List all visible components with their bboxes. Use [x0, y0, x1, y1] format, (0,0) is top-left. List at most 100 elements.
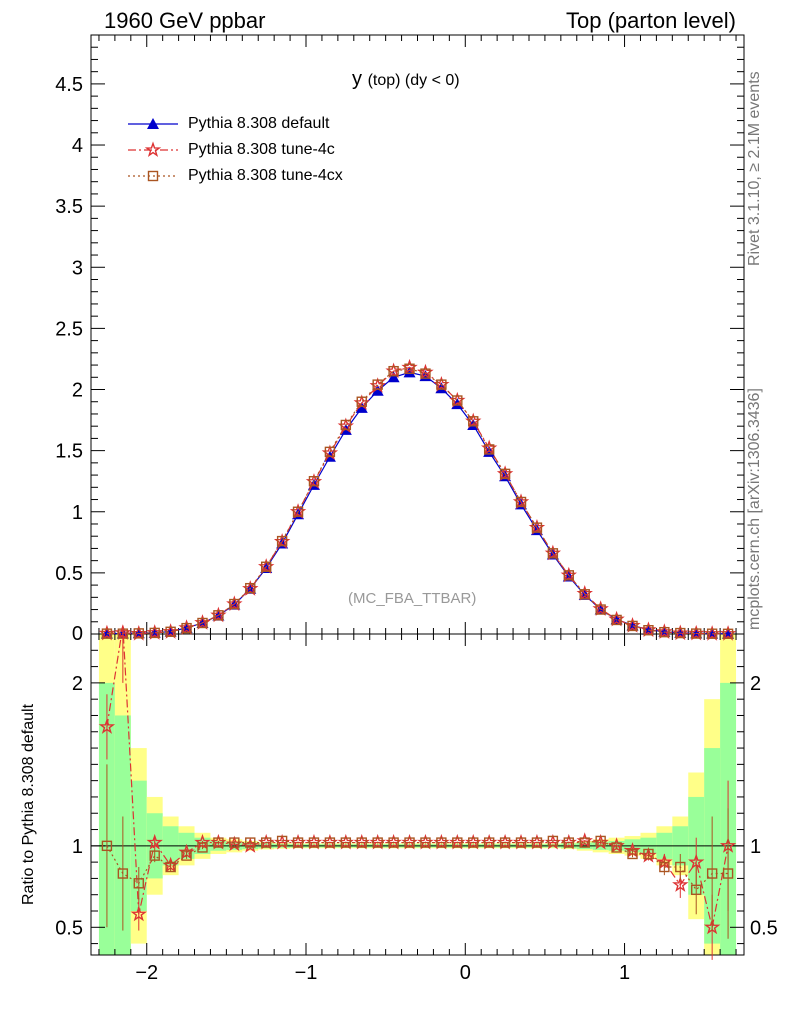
ratio-point-tune4cx: [276, 835, 288, 847]
ratio-series-tune4c: [98, 625, 737, 960]
ratio-y-tick-label-right: 1: [750, 836, 761, 858]
ratio-y-tick-label-left: 0.5: [55, 917, 83, 939]
legend-marker-tune4c: [144, 141, 162, 157]
ratio-point-tune4c: [146, 833, 163, 850]
data-point-tune4cx: [133, 628, 144, 639]
main-y-tick-label: 2: [72, 380, 83, 402]
data-point-default: [403, 366, 416, 378]
ratio-point-tune4cx: [722, 868, 734, 879]
ratio-x-tick-label: 0: [460, 962, 471, 984]
data-point-tune4cx: [499, 468, 511, 480]
data-point-tune4cx: [468, 416, 479, 427]
data-point-tune4cx: [101, 628, 113, 639]
ratio-point-tune4cx: [675, 861, 686, 873]
series-line-tune4c: [106, 366, 729, 635]
plot-title: y (top) (dy < 0): [352, 68, 460, 91]
ratio-point-tune4cx: [691, 884, 702, 896]
legend-label-tune4c: Pythia 8.308 tune-4c: [188, 141, 335, 158]
ratio-point-tune4cx: [579, 837, 590, 848]
ratio-frame: [90, 633, 745, 956]
ratio-point-tune4cx: [324, 837, 336, 848]
data-point-tune4cx: [627, 620, 638, 632]
ratio-point-tune4cx: [165, 861, 176, 873]
data-point-tune4cx: [452, 395, 463, 406]
ratio-point-tune4cx: [308, 837, 320, 848]
main-y-tick-label: 4: [72, 135, 83, 157]
ratio-point-tune4c: [130, 905, 147, 922]
data-point-tune4cx: [372, 379, 383, 390]
ratio-point-tune4cx: [531, 837, 543, 848]
data-point-tune4cx: [356, 396, 367, 407]
data-point-tune4cx: [611, 614, 622, 626]
data-point-tune4cx: [579, 589, 590, 600]
ratio-x-tick-label: −1: [295, 962, 318, 984]
ratio-point-tune4cx: [404, 837, 415, 848]
data-point-tune4cx: [515, 496, 527, 508]
data-point-default: [355, 401, 368, 413]
legend-label-tune4cx: Pythia 8.308 tune-4cx: [188, 167, 343, 184]
ratio-point-tune4cx: [515, 837, 527, 848]
ratio-point-tune4cx: [245, 837, 256, 848]
ratio-point-tune4cx: [627, 848, 638, 860]
rivet-label: Rivet 3.1.10, ≥ 2.1M events: [746, 71, 763, 266]
legend-label-default: Pythia 8.308 default: [188, 115, 330, 132]
header-right: Top (parton level): [566, 8, 736, 33]
ratio-point-tune4cx: [706, 868, 718, 879]
data-point-tune4cx: [691, 628, 702, 639]
data-point-tune4cx: [213, 610, 224, 621]
data-point-tune4cx: [563, 570, 575, 581]
data-point-tune4cx: [404, 363, 415, 374]
series-line-tune4cx: [106, 368, 729, 635]
ratio-point-tune4cx: [340, 837, 352, 848]
plot-title-sub: (top) (dy < 0): [367, 72, 460, 89]
data-point-tune4cx: [595, 604, 606, 615]
ratio-line-tune4cx: [106, 840, 729, 891]
data-point-tune4cx: [260, 561, 272, 572]
data-point-tune4cx: [181, 622, 192, 634]
ticks: [91, 35, 744, 955]
data-point-tune4cx: [388, 365, 399, 377]
data-point-tune4cx: [340, 419, 352, 431]
ratio-point-tune4cx: [181, 850, 192, 861]
data-point-tune4cx: [675, 627, 686, 639]
data-point-tune4cx: [547, 548, 559, 559]
ratio-point-tune4cx: [101, 840, 113, 852]
ratio-point-tune4cx: [643, 848, 654, 860]
uncertainty-bands: [98, 634, 737, 955]
header-left: 1960 GeV ppbar: [104, 8, 266, 33]
ratio-point-tune4cx: [229, 837, 240, 848]
ratio-point-tune4cx: [356, 837, 367, 848]
ratio-point-tune4cx: [659, 861, 670, 873]
ratio-point-tune4cx: [149, 850, 160, 861]
data-point-tune4cx: [292, 506, 304, 517]
data-point-tune4cx: [436, 379, 447, 390]
data-point-default: [387, 371, 400, 383]
ratio-point-tune4cx: [260, 837, 272, 848]
main-y-tick-label: 1: [72, 502, 83, 524]
legend-marker-tune4cx: [147, 170, 159, 182]
main-y-tick-label: 3.5: [55, 196, 83, 218]
data-point-tune4cx: [722, 628, 734, 639]
ratio-y-tick-label-left: 1: [72, 836, 83, 858]
ratio-point-tune4cx: [420, 837, 431, 848]
data-point-tune4cx: [531, 522, 543, 533]
ratio-y-tick-label-left: 2: [72, 673, 83, 695]
ratio-point-tune4cx: [611, 842, 622, 853]
data-point-tune4cx: [245, 582, 256, 594]
data-point-tune4cx: [706, 628, 718, 639]
ratio-series-tune4cx: [101, 764, 734, 939]
ratio-x-tick-label: −2: [135, 962, 158, 984]
ratio-x-tick-label: 1: [619, 962, 630, 984]
data-point-tune4cx: [165, 626, 176, 637]
ratio-point-tune4cx: [372, 837, 383, 848]
ratio-y-axis-label: Ratio to Pythia 8.308 default: [20, 703, 37, 905]
ratio-point-tune4cx: [213, 837, 224, 848]
data-point-tune4cx: [659, 626, 670, 638]
ratio-point-tune4c: [688, 853, 705, 870]
ratio-point-tune4cx: [499, 837, 511, 848]
data-point-tune4cx: [229, 598, 240, 610]
ratio-point-tune4cx: [292, 837, 304, 848]
main-y-zero-label: 0: [72, 623, 83, 645]
mcplots-label: mcplots.cern.ch [arXiv:1306.3436]: [746, 388, 763, 630]
ratio-point-tune4cx: [547, 835, 559, 847]
